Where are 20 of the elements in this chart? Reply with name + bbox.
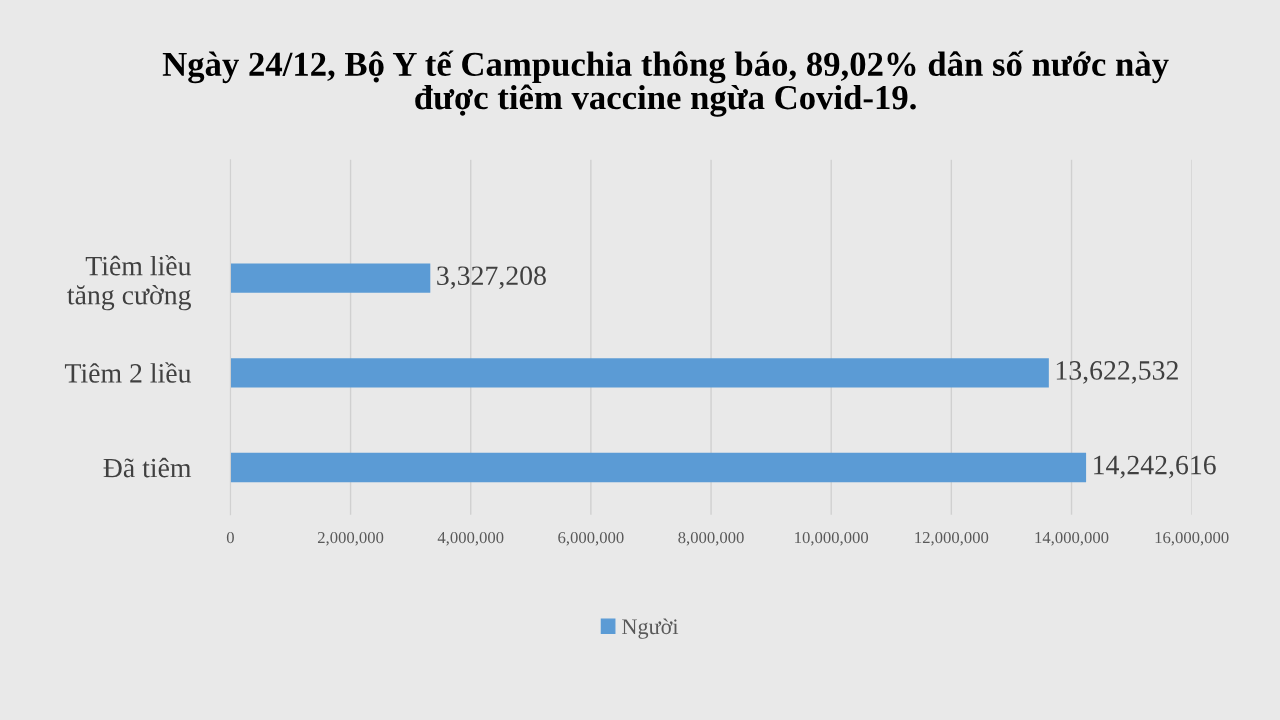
x-tick-label: 12,000,000 [915,531,989,546]
bar [230,263,431,293]
x-tick-label: 6,000,000 [558,531,624,546]
x-tick-label: 2,000,000 [317,531,384,546]
x-tick-label: 4,000,000 [437,531,504,546]
x-tick-label: 10,000,000 [795,531,869,546]
y-tick-label: Tiêm liều tăng cường [67,255,192,311]
data-label: 13,622,532 [1056,361,1178,384]
legend-label: Người [622,618,679,639]
y-tick-label: Tiêm 2 liều [64,362,192,383]
data-label: 14,242,616 [1094,455,1216,479]
bar [230,358,1049,388]
bar [230,452,1087,483]
x-tick-label: 14,000,000 [1035,531,1109,546]
y-tick-label: Đã tiêm [103,457,192,478]
chart-title: Ngày 24/12, Bộ Y tế Campuchia thông báo, 89,02% dân số nước này được tiêm vaccine ngừa Covid-19. [162,50,1169,117]
x-tick-label: 8,000,000 [678,531,744,546]
x-tick-label: 16,000,000 [1155,531,1229,546]
x-tick-label: 0 [226,531,234,544]
data-label: 3,327,208 [437,266,546,290]
